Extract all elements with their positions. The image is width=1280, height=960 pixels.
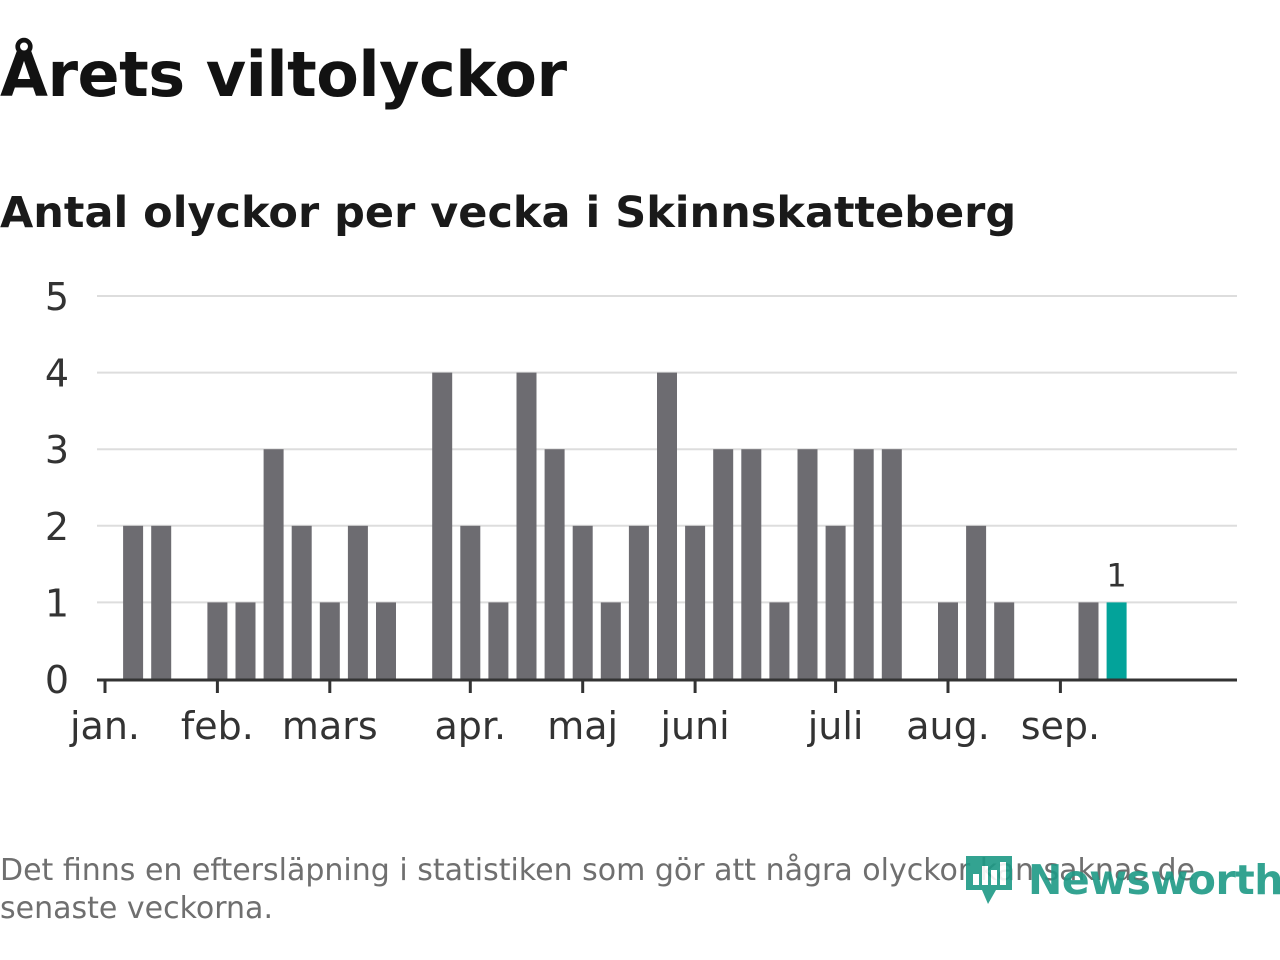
bars (123, 372, 1127, 679)
bar (263, 449, 284, 679)
bar (797, 449, 818, 679)
x-tick-label: sep. (1021, 704, 1100, 748)
bar (657, 372, 677, 679)
y-tick-label: 2 (45, 505, 69, 549)
bar (488, 602, 509, 679)
x-tick-label: maj (547, 704, 618, 748)
bar (291, 525, 312, 679)
bar (685, 525, 706, 679)
y-tick-label: 1 (45, 581, 69, 625)
y-tick-label: 4 (45, 352, 69, 396)
newsworthy-logo: Newsworthy (962, 850, 1280, 910)
bar (1078, 602, 1099, 679)
x-tick-label: mars (282, 704, 378, 748)
x-tick-label: aug. (906, 704, 990, 748)
bar (235, 602, 256, 679)
bar (376, 602, 396, 679)
bar (572, 525, 593, 679)
bar (853, 449, 874, 679)
bar (600, 602, 621, 679)
x-tick-label: jan. (69, 704, 140, 748)
bar (319, 602, 340, 679)
bar (347, 525, 368, 679)
chart-title: Årets viltolyckor (0, 38, 567, 111)
x-tick-label: feb. (181, 704, 254, 748)
bar (207, 602, 228, 679)
data-label: 1 (1106, 556, 1126, 594)
bar (994, 602, 1015, 679)
bar (825, 525, 846, 679)
bar (769, 602, 790, 679)
bar (516, 372, 537, 679)
y-tick-label: 0 (45, 658, 69, 702)
bar (123, 525, 144, 679)
bar-chart: 0 1 2 3 4 5 jan. feb. mars apr. maj juni juli aug. se… (45, 275, 1237, 748)
bar-chart-bubble-icon (966, 856, 1012, 904)
x-tick-label: juni (659, 704, 729, 748)
data-labels: 1 (1106, 556, 1126, 594)
bar (628, 525, 649, 679)
x-tick-label: apr. (434, 704, 506, 748)
x-axis: jan. feb. mars apr. maj juni juli aug. sep. (69, 678, 1237, 748)
bar-current-week (1106, 602, 1127, 679)
logo-text: Newsworthy (1028, 856, 1280, 904)
y-axis-ticks: 0 1 2 3 4 5 (45, 275, 69, 702)
y-tick-label: 5 (45, 275, 69, 319)
x-tick-label: juli (807, 704, 864, 748)
bar (151, 525, 172, 679)
bar (460, 525, 481, 679)
bar (713, 449, 734, 679)
bar (938, 602, 958, 679)
bar (432, 372, 453, 679)
bar (966, 525, 987, 679)
y-tick-label: 3 (45, 428, 69, 472)
bar (741, 449, 762, 679)
chart-subtitle: Antal olyckor per vecka i Skinnskatteber… (0, 188, 1017, 238)
bar (881, 449, 902, 679)
bar (544, 449, 565, 679)
